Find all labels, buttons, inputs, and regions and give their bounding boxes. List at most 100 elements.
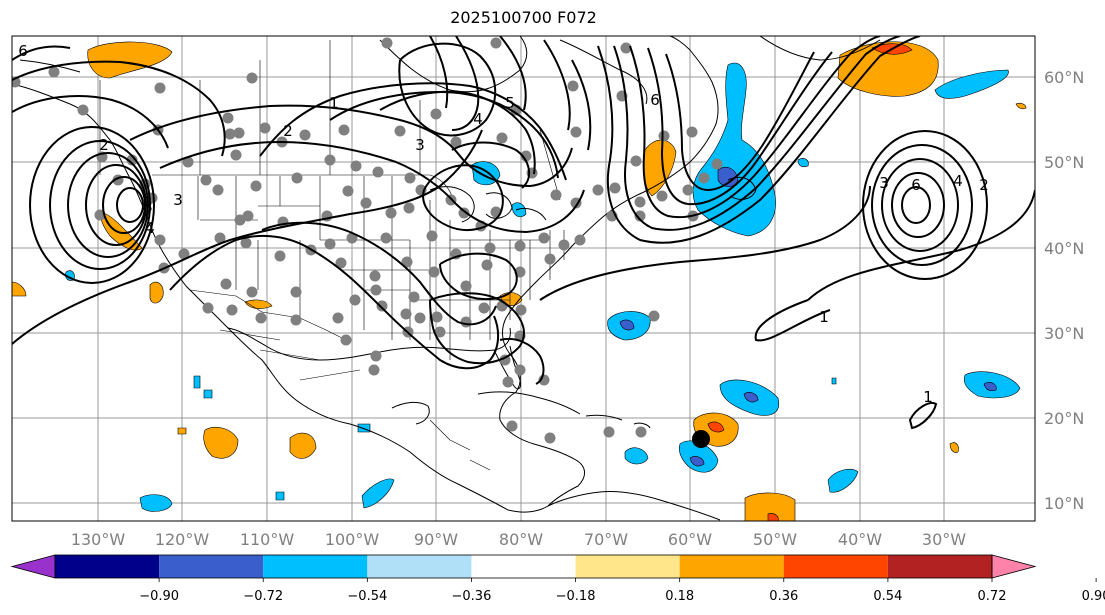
contour-label: 3 — [173, 191, 183, 209]
negative-anomaly-region — [983, 382, 997, 392]
contour-line — [129, 104, 573, 188]
station-dot — [324, 154, 336, 166]
contour-label: 6 — [911, 176, 921, 194]
contour-line — [665, 51, 815, 192]
station-dot — [431, 311, 443, 323]
negative-anomaly-region — [203, 389, 213, 399]
station-dot — [324, 238, 336, 250]
station-dot — [381, 37, 393, 49]
station-dot — [233, 127, 245, 139]
longitude-label: 70°W — [584, 530, 628, 549]
contour-label: 6 — [18, 42, 28, 60]
colorbar-tick-label: −0.72 — [243, 589, 283, 604]
station-dot — [686, 126, 698, 138]
contour-line — [499, 338, 545, 385]
mexico-states — [219, 329, 361, 381]
station-dot — [376, 300, 388, 312]
station-dot — [200, 174, 212, 186]
station-dot — [450, 136, 462, 148]
longitude-label: 100°W — [325, 530, 380, 549]
colorbar-tick-labels: −0.90 −0.72 −0.54 −0.36 −0.18 0.18 0.36 0.54 0.7… — [139, 589, 1105, 604]
station-dot — [634, 210, 646, 222]
negative-anomaly-region — [193, 375, 201, 389]
station-dot — [481, 259, 493, 271]
station-dot — [400, 308, 412, 320]
colorbar-segment — [575, 555, 680, 578]
station-dot — [404, 172, 416, 184]
station-dot — [514, 240, 526, 252]
station-dot — [484, 242, 496, 254]
station-dot — [182, 156, 194, 168]
contour-line — [12, 129, 483, 345]
station-dot — [48, 66, 60, 78]
station-dot — [126, 154, 138, 166]
storm-center-marker — [692, 430, 710, 448]
colorbar-segment — [159, 555, 264, 578]
negative-anomaly-region — [743, 392, 759, 403]
station-dot — [222, 112, 234, 124]
negative-anomaly-region — [624, 447, 649, 465]
negative-anomaly-region — [689, 456, 705, 467]
positive-anomaly-region — [707, 421, 725, 433]
station-dot — [234, 214, 246, 226]
station-dot — [434, 326, 446, 338]
negative-anomaly-region — [934, 69, 1009, 99]
contour-line — [539, 185, 871, 301]
station-dot — [514, 364, 526, 376]
station-dot — [682, 184, 694, 196]
station-dot — [502, 376, 514, 388]
station-dot — [609, 182, 621, 194]
colorbar-tick-label: −0.90 — [139, 589, 179, 604]
contour-label: 5 — [505, 94, 515, 112]
positive-anomaly-region — [149, 281, 164, 304]
station-dot — [550, 189, 562, 201]
contour-label: 4 — [953, 172, 963, 190]
colorbar-extend-right — [991, 554, 1037, 579]
station-dot — [460, 316, 472, 328]
contour-line — [451, 36, 480, 131]
station-dot — [460, 280, 472, 292]
station-dot — [496, 132, 508, 144]
station-dot — [349, 294, 361, 306]
central-america-borders — [429, 419, 491, 471]
station-dot — [414, 312, 426, 324]
contour-ring — [116, 187, 144, 223]
station-dot — [385, 207, 397, 219]
colorbar-tick-label: −0.36 — [452, 589, 492, 604]
latitude-label: 50°N — [1044, 153, 1084, 172]
contour-ring — [871, 144, 973, 266]
contour-line — [12, 45, 71, 61]
station-dot — [574, 234, 586, 246]
station-dot — [226, 304, 238, 316]
contour-line — [571, 59, 592, 151]
station-dot — [620, 42, 632, 54]
station-dot — [250, 180, 262, 192]
station-dot — [656, 190, 668, 202]
positive-anomaly-region — [1015, 102, 1027, 110]
north-america-east-coast — [499, 36, 719, 507]
negative-anomaly-region — [797, 158, 809, 168]
longitude-label: 40°W — [838, 530, 882, 549]
contour-ring — [862, 130, 988, 280]
positive-anomaly-region — [203, 427, 239, 459]
positive-anomaly-region — [289, 432, 317, 459]
station-dot — [299, 129, 311, 141]
contour-label: 3 — [879, 174, 889, 192]
latitude-label: 30°N — [1044, 324, 1084, 343]
station-dot — [490, 37, 502, 49]
contour-line — [754, 189, 1035, 342]
station-dot — [178, 248, 190, 260]
station-dot — [401, 256, 413, 268]
station-dot — [360, 197, 372, 209]
station-dot — [538, 232, 550, 244]
contour-line — [261, 221, 497, 326]
contour-ring — [891, 172, 945, 238]
longitude-label: 60°W — [668, 530, 712, 549]
station-dot — [340, 334, 352, 346]
station-dot — [428, 266, 440, 278]
station-dot — [332, 312, 344, 324]
station-dot — [711, 158, 723, 170]
contour-line — [12, 95, 169, 149]
contour-line — [613, 36, 901, 231]
station-dot — [290, 314, 302, 326]
